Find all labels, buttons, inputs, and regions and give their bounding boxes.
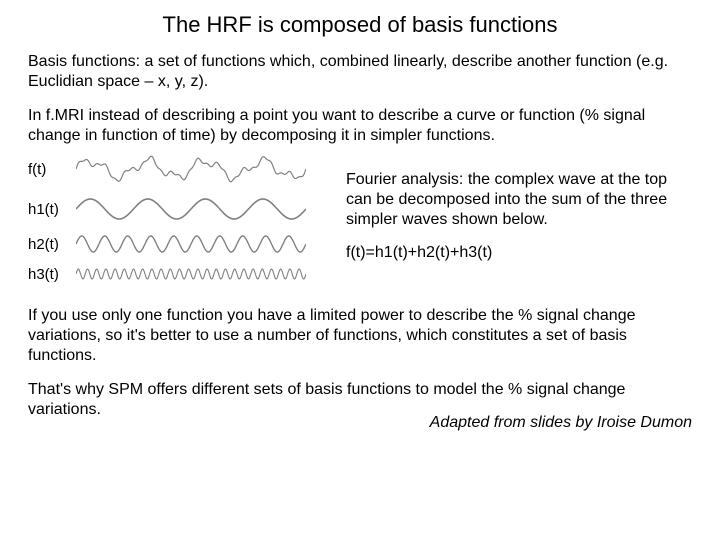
wave-plot: [76, 260, 328, 288]
wave-plot: [76, 228, 328, 260]
wave-row-1: h1(t): [28, 190, 328, 228]
waves-column: f(t) h1(t) h2(t) h3(t): [28, 148, 328, 288]
slide-title: The HRF is composed of basis functions: [68, 12, 652, 38]
fourier-explanation: Fourier analysis: the complex wave at th…: [346, 170, 692, 230]
decomposition-equation: f(t)=h1(t)+h2(t)+h3(t): [346, 244, 692, 262]
wave-label: h3(t): [28, 266, 76, 283]
wave-label: f(t): [28, 161, 76, 178]
wave-label: h2(t): [28, 236, 76, 253]
paragraph-fmri: In f.MRI instead of describing a point y…: [28, 106, 692, 146]
wave-plot: [76, 148, 328, 190]
wave-row-0: f(t): [28, 148, 328, 190]
figure-and-explanation: f(t) h1(t) h2(t) h3(t) Fourier analysis: th…: [28, 148, 692, 288]
explanation-column: Fourier analysis: the complex wave at th…: [346, 148, 692, 288]
paragraph-basis-def: Basis functions: a set of functions whic…: [28, 52, 692, 92]
attribution: Adapted from slides by Iroise Dumon: [28, 414, 692, 432]
paragraph-limited-power: If you use only one function you have a …: [28, 306, 692, 366]
wave-plot: [76, 190, 328, 228]
wave-row-3: h3(t): [28, 260, 328, 288]
wave-row-2: h2(t): [28, 228, 328, 260]
wave-label: h1(t): [28, 201, 76, 218]
